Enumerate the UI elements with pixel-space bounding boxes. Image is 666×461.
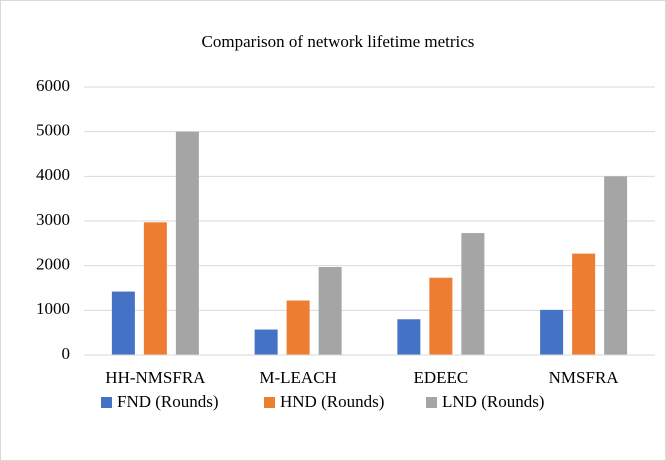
bar — [461, 233, 485, 355]
x-tick-label: HH-NMSFRA — [105, 368, 206, 387]
x-tick-label: M-LEACH — [259, 368, 336, 387]
x-tick-label: EDEEC — [413, 368, 468, 387]
bar — [318, 267, 342, 355]
bar — [111, 291, 135, 355]
bar — [143, 222, 167, 355]
chart-title: Comparison of network lifetime metrics — [202, 32, 475, 51]
bar — [397, 319, 421, 355]
y-tick-label: 6000 — [36, 76, 70, 95]
legend-swatch — [426, 397, 437, 408]
legend-label: FND (Rounds) — [117, 392, 219, 411]
bar — [286, 300, 310, 355]
legend-swatch — [101, 397, 112, 408]
x-tick-label: NMSFRA — [549, 368, 620, 387]
y-tick-label: 0 — [62, 344, 71, 363]
y-tick-label: 1000 — [36, 299, 70, 318]
y-tick-label: 2000 — [36, 255, 70, 274]
bar — [429, 277, 453, 355]
legend-label: LND (Rounds) — [442, 392, 544, 411]
bar — [604, 176, 628, 355]
bar — [175, 131, 199, 355]
legend-swatch — [264, 397, 275, 408]
y-tick-label: 3000 — [36, 210, 70, 229]
y-tick-label: 5000 — [36, 121, 70, 140]
y-tick-label: 4000 — [36, 165, 70, 184]
legend-label: HND (Rounds) — [280, 392, 384, 411]
bar — [572, 253, 596, 355]
bar — [254, 329, 278, 355]
bar — [540, 309, 564, 355]
